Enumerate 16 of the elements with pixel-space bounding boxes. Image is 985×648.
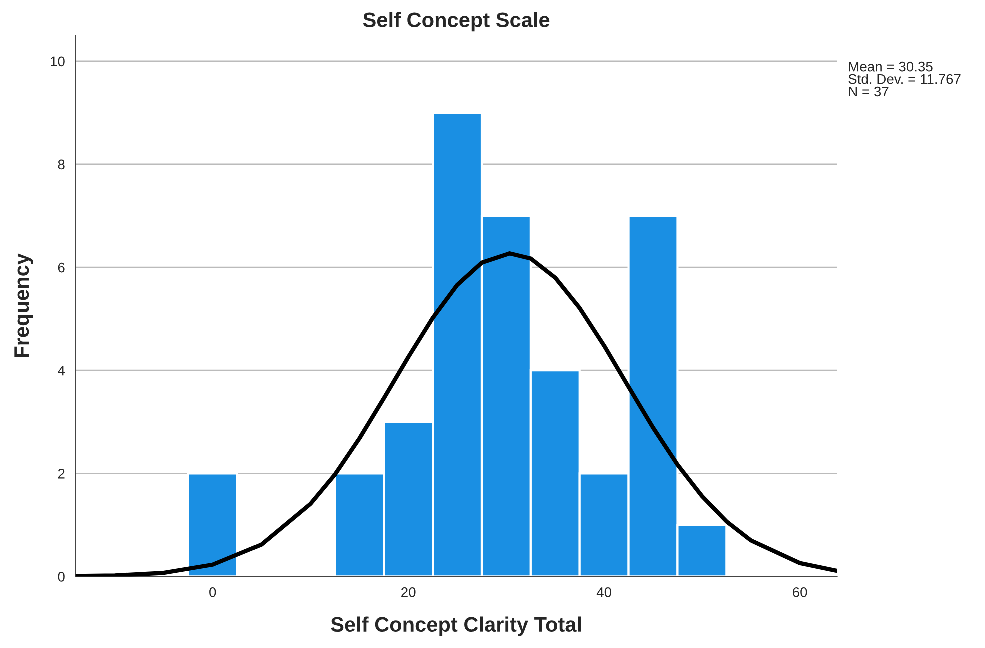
x-tick-label: 40 [596, 588, 612, 598]
y-tick-label: 4 [58, 366, 66, 376]
x-tick-label: 60 [793, 588, 808, 598]
text: Std. Dev. = 11.767 [848, 74, 961, 84]
y-axis-title: Frequency [14, 254, 34, 358]
text: Mean = 30.35 [849, 62, 933, 72]
y-tick-label: 6 [58, 262, 65, 273]
y-tick-label: 8 [58, 160, 65, 170]
chart-title: Self Concept Scale [363, 12, 550, 32]
y-tick-label: 2 [58, 468, 65, 479]
x-axis-title: Self Concept Clarity Total [331, 616, 582, 636]
text: N = 37 [849, 86, 889, 97]
y-tick-label: 0 [58, 572, 65, 582]
x-tick-label: 0 [210, 588, 216, 598]
y-tick-label: 10 [51, 56, 65, 67]
x-tick-label: 20 [402, 588, 416, 598]
